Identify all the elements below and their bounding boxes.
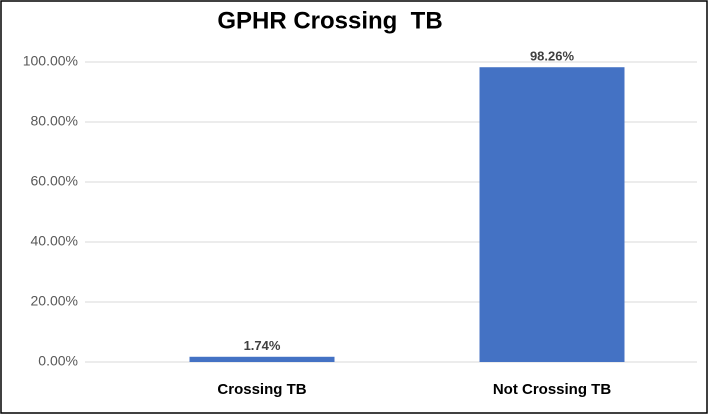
y-tick-label: 0.00% (38, 353, 78, 369)
bar (479, 67, 625, 362)
value-label: 98.26% (530, 49, 575, 64)
bar (189, 356, 335, 362)
y-tick-label: 80.00% (31, 113, 78, 129)
chart-title: GPHR Crossing TB (217, 7, 442, 34)
y-tick-label: 20.00% (31, 293, 78, 309)
y-tick-label: 40.00% (31, 233, 78, 249)
x-tick-label: Not Crossing TB (493, 381, 611, 398)
y-tick-label: 60.00% (31, 173, 78, 189)
value-label: 1.74% (244, 338, 281, 353)
y-tick-label: 100.00% (23, 53, 78, 69)
x-tick-label: Crossing TB (217, 381, 306, 398)
